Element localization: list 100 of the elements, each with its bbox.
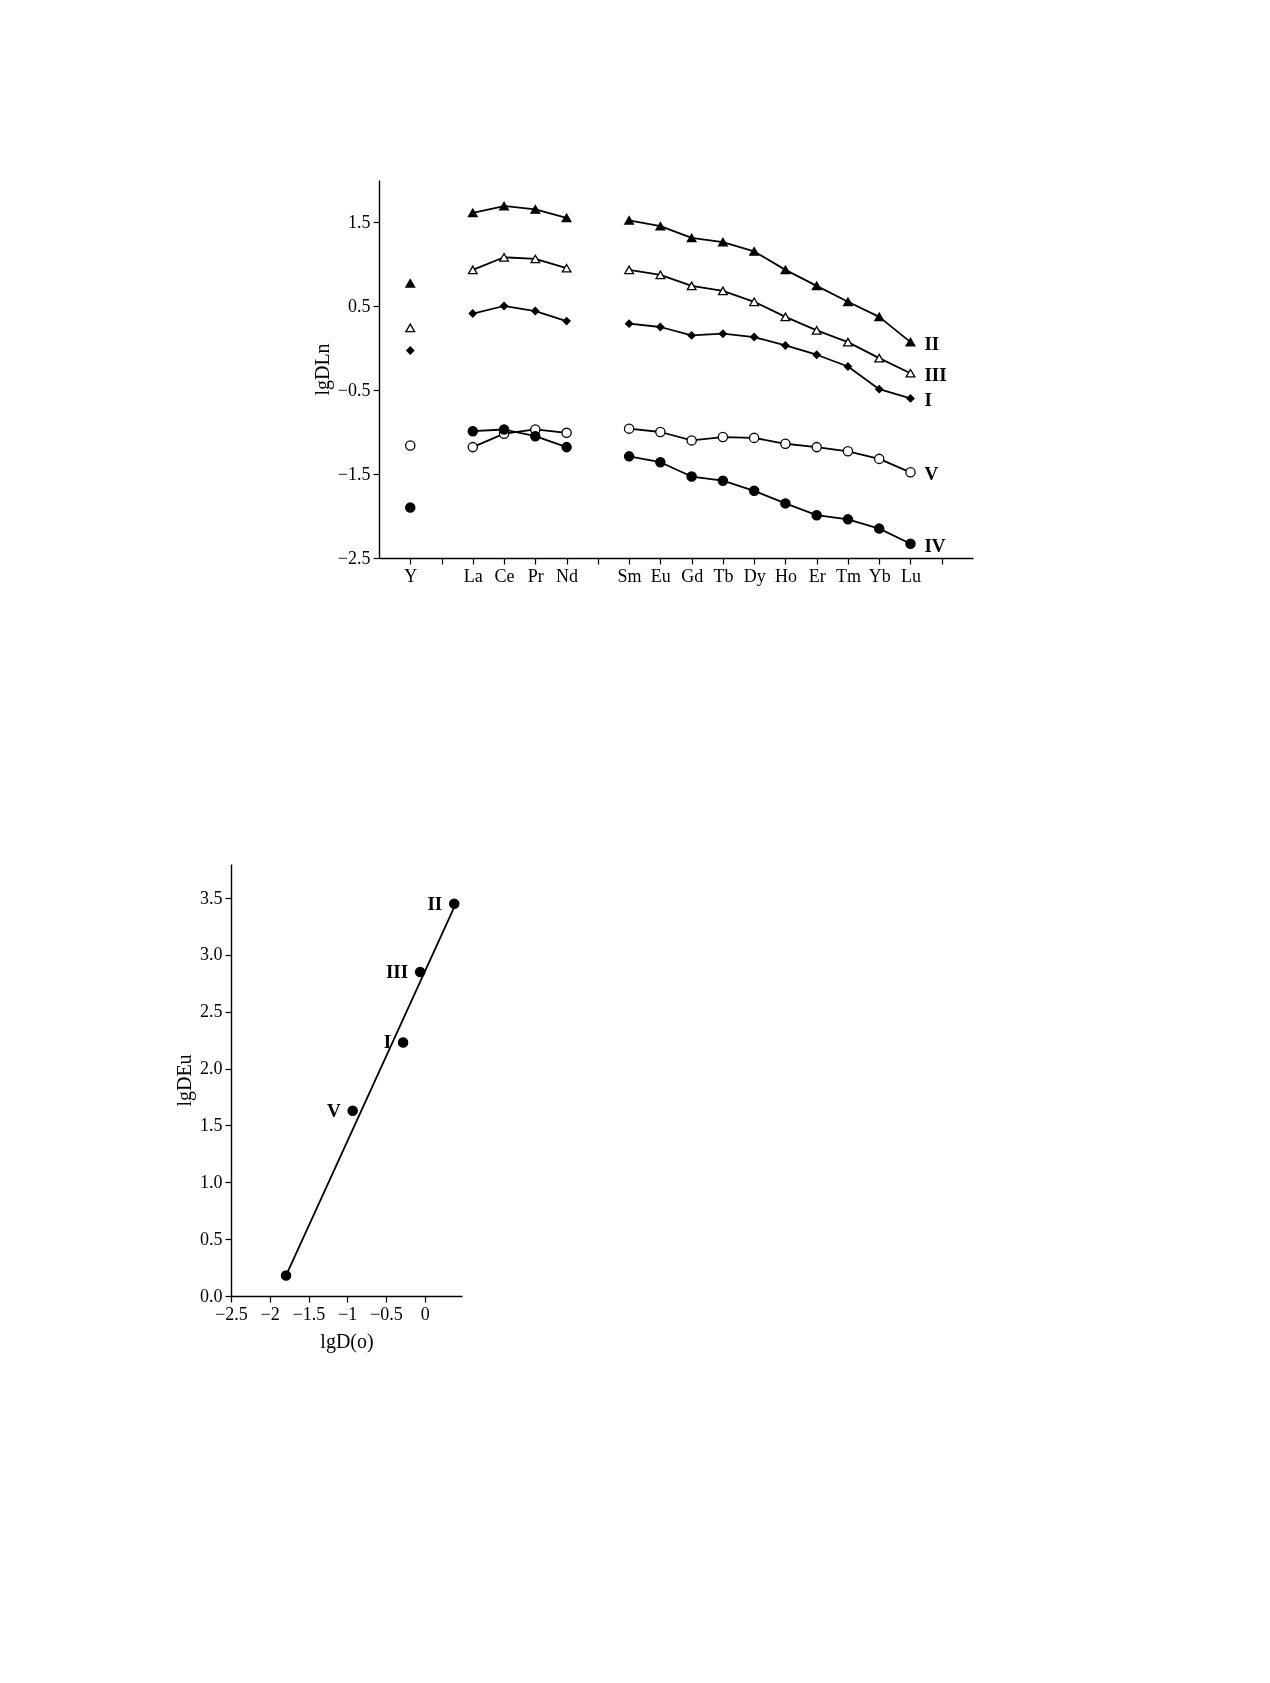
point [623, 423, 635, 434]
point [717, 237, 728, 247]
point [405, 278, 416, 288]
point [623, 451, 635, 462]
y-tick-label: 0.5 [200, 1228, 223, 1249]
point [748, 432, 760, 444]
point [468, 309, 477, 318]
point [842, 337, 853, 347]
point [811, 281, 822, 291]
point [842, 446, 854, 457]
point [749, 297, 760, 307]
point [467, 265, 478, 275]
x-tick-label: Eu [650, 565, 671, 586]
annotation: II [427, 892, 443, 914]
point [406, 346, 415, 355]
point [467, 208, 478, 218]
y-tick-label: 1.5 [348, 211, 371, 232]
y-tick-label: −2.5 [337, 547, 371, 568]
point [655, 426, 666, 438]
point [905, 467, 916, 478]
x-tick-label: Pr [527, 565, 544, 586]
x-tick-label: Gd [681, 565, 704, 586]
x-tick-label: Dy [743, 565, 766, 586]
x-tick-label: −2 [260, 1303, 280, 1324]
point [561, 213, 572, 223]
point [530, 205, 541, 214]
point [624, 265, 635, 275]
x-tick-label: Lu [900, 565, 921, 586]
point [686, 233, 697, 243]
point [530, 430, 541, 442]
point [624, 215, 635, 225]
point [562, 316, 571, 326]
point [780, 265, 791, 275]
point [561, 427, 572, 439]
point [781, 341, 790, 350]
point [905, 368, 916, 378]
point [875, 384, 884, 394]
y-axis-title: lgDEu [173, 1054, 196, 1107]
point [748, 485, 760, 497]
x-tick-label: Er [808, 565, 826, 586]
point [873, 453, 885, 465]
point [686, 435, 697, 446]
point [561, 441, 572, 453]
point [874, 353, 885, 363]
point [405, 502, 416, 513]
point [780, 498, 791, 509]
y-tick-label: 3.0 [200, 944, 223, 965]
point [811, 325, 822, 335]
x-tick-label: Yb [868, 565, 891, 586]
x-tick-label: Ho [774, 565, 797, 586]
x-tick-label: −2.5 [215, 1303, 248, 1324]
point [467, 425, 479, 437]
point [687, 331, 696, 340]
annotation: V [326, 1099, 341, 1121]
y-tick-label: 1.0 [200, 1171, 223, 1192]
point [812, 350, 821, 359]
series-label: III [924, 364, 947, 386]
x-tick-label: Sm [617, 565, 642, 586]
point [717, 286, 728, 296]
point [655, 456, 666, 468]
point [448, 898, 460, 910]
point [906, 394, 915, 403]
y-tick-label: 0.0 [200, 1285, 223, 1306]
point [397, 1037, 409, 1048]
point [811, 509, 822, 521]
x-tick-label: −1 [338, 1303, 358, 1324]
y-tick-label: 3.5 [200, 887, 223, 908]
y-tick-label: −1.5 [337, 463, 371, 484]
point [717, 431, 729, 443]
point [405, 323, 416, 333]
point [655, 270, 666, 280]
point [717, 475, 729, 486]
point [561, 263, 572, 273]
point [843, 362, 853, 371]
y-tick-label: 2.5 [200, 1001, 223, 1022]
point [498, 424, 510, 435]
series-label: I [924, 389, 932, 411]
point [905, 538, 916, 549]
annotation: III [385, 961, 409, 982]
y-tick-label: 1.5 [200, 1114, 223, 1135]
point [718, 329, 728, 338]
point [842, 514, 854, 525]
x-tick-label: La [463, 565, 483, 586]
y-tick-label: −0.5 [337, 379, 371, 400]
point [499, 252, 510, 262]
point [347, 1105, 358, 1116]
point [499, 201, 510, 211]
point [873, 523, 885, 534]
y-tick-label: 2.0 [200, 1058, 223, 1079]
point [467, 441, 479, 453]
point [686, 281, 697, 291]
y-axis-title: lgDLn [310, 343, 334, 396]
x-tick-label: Ce [494, 565, 515, 586]
series-label: IV [924, 534, 946, 556]
series-label: V [924, 463, 939, 485]
x-tick-label: Tb [713, 565, 734, 586]
point [686, 471, 697, 482]
x-tick-label: −1.5 [292, 1303, 326, 1324]
x-axis-title: lgD(o) [320, 1329, 374, 1353]
annotation: I [383, 1031, 392, 1053]
